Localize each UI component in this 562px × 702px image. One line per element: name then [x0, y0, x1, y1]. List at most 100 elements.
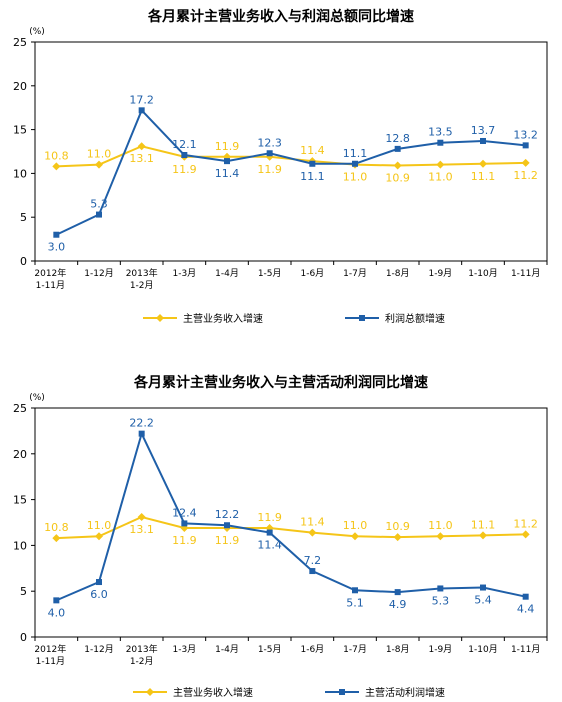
chart-1-x-tick-label: 1-11月	[511, 268, 540, 279]
chart-1-series-2-point	[437, 139, 444, 146]
chart-1-series-1-data-label: 11.0	[343, 171, 368, 184]
chart-2-series-1-point	[95, 532, 103, 541]
chart-1-x-tick-label: 1-12月	[84, 268, 113, 279]
chart-1-series-2-data-label: 13.2	[513, 128, 538, 141]
chart-2-series-2-data-label: 6.0	[90, 588, 108, 601]
chart-1-x-tick-label: 1-7月	[343, 268, 367, 279]
chart-1-y-tick-label: 25	[13, 36, 27, 49]
chart-2-y-tick-label: 10	[13, 539, 27, 552]
chart-1-x-tick-label: 1-5月	[258, 268, 282, 279]
chart-1: 各月累计主营业务收入与利润总额同比增速 0 5 10 15 20 25 (%) 2012年 1-…	[0, 0, 562, 345]
chart-1-series-2-data-label: 11.4	[215, 167, 240, 180]
chart-1-series-2-point	[266, 150, 273, 157]
chart-2-series-2-data-label: 5.4	[474, 594, 492, 607]
chart-2-series-2-point	[480, 584, 486, 591]
chart-1-series-2-data-label: 5.3	[90, 198, 108, 211]
chart-2-series-2-point	[522, 593, 529, 600]
chart-1-series-2-data-label: 13.5	[428, 126, 453, 139]
chart-2-series-1-point	[393, 533, 402, 542]
chart-2-series-1-point	[521, 530, 530, 539]
chart-1-y-tick-label: 20	[13, 80, 27, 93]
chart-1-series-1-point	[393, 161, 402, 170]
chart-1-plot-area	[34, 41, 548, 262]
chart-1-series-1-data-label: 11.9	[172, 163, 197, 176]
chart-1-x-tick-label: 2012年	[34, 267, 66, 279]
chart-2-series-1-data-label: 11.9	[257, 511, 282, 524]
chart-1-x-tick-label: 1-4月	[215, 268, 239, 279]
chart-1-series-1-point	[479, 159, 487, 168]
chart-2-legend-label-2: 主营活动利润增速	[365, 686, 445, 699]
chart-2-series-2-line	[55, 430, 526, 602]
chart-2-series-2-point	[309, 568, 316, 575]
chart-2-series-2-data-label: 4.9	[389, 598, 407, 611]
chart-2-series-1-point	[180, 523, 189, 532]
chart-2-series-2-point	[224, 522, 230, 529]
chart-2: 各月累计主营业务收入与主营活动利润同比增速 0 5 10 15 20 25 (%) 2012年…	[0, 345, 562, 702]
chart-1-series-1-data-label: 13.1	[129, 152, 154, 165]
chart-2-y-tick-label: 0	[20, 631, 27, 644]
chart-1-y-tick-label: 0	[20, 255, 27, 268]
chart-1-series-2-data-label: 3.0	[48, 241, 66, 254]
chart-1-series-2-point	[224, 158, 230, 165]
chart-1-series-2-data-label: 11.1	[300, 170, 325, 183]
chart-1-series-1-point	[95, 160, 103, 169]
chart-2-x-tick-label: 1-10月	[468, 644, 497, 655]
chart-1-series-1-point	[137, 142, 146, 151]
chart-1-series-2-data-label: 17.2	[129, 93, 154, 106]
chart-2-y-tick-label: 15	[13, 494, 27, 507]
chart-1-series-1-data-label: 11.9	[257, 163, 282, 176]
chart-2-series-2-point	[437, 585, 444, 592]
chart-1-series-1-data-label: 10.8	[44, 149, 69, 162]
chart-2-series-2-data-label: 11.4	[257, 539, 282, 552]
chart-2-series-1-point	[52, 534, 61, 543]
chart-1-y-tick-label: 15	[13, 124, 27, 137]
chart-2-series-1-data-label: 11.9	[215, 534, 240, 547]
chart-2-x-tick-label: 1-3月	[172, 644, 196, 655]
chart-2-series-1-point	[308, 528, 317, 537]
chart-2-y-tick-label: 20	[13, 448, 27, 461]
chart-1-series-2-data-label: 13.7	[471, 124, 496, 137]
chart-1-x-tick-label: 1-9月	[428, 268, 452, 279]
chart-2-series-1-data-label: 11.1	[471, 518, 496, 531]
chart-1-series-1-data-label: 11.4	[300, 144, 325, 157]
chart-2-x-tick-label: 1-8月	[386, 644, 410, 655]
chart-2-x-tick-label: 2013年	[126, 643, 158, 655]
chart-1-title: 各月累计主营业务收入与利润总额同比增速	[148, 9, 414, 25]
chart-2-series-2-data-label: 5.1	[346, 596, 364, 609]
chart-2-series-2-data-label: 22.2	[129, 417, 154, 430]
chart-1-series-2-point	[181, 152, 188, 159]
chart-2-series-2-point	[394, 589, 401, 596]
chart-2-series-2-data-label: 7.2	[304, 554, 322, 567]
chart-2-series-1-data-label: 11.0	[87, 519, 112, 532]
chart-2-legend-label-1: 主营业务收入增速	[173, 686, 253, 699]
chart-2-legend-marker-2	[339, 689, 345, 695]
chart-1-series-2-point	[394, 145, 401, 152]
chart-2-series-2-data-label: 5.3	[432, 594, 450, 607]
chart-1-y-unit-label: (%)	[29, 27, 45, 37]
chart-2-series-1-data-label: 10.8	[44, 521, 69, 534]
chart-1-x-tick-label: 2013年	[126, 267, 158, 279]
chart-2-series-1-point	[351, 532, 359, 541]
chart-2-series-1-point	[436, 532, 445, 541]
chart-1-series-1-data-label: 11.2	[513, 169, 538, 182]
chart-2-series-2-point	[181, 520, 188, 527]
chart-1-series-2-data-label: 11.1	[343, 147, 368, 160]
chart-2-series-1-data-label: 11.4	[300, 516, 325, 529]
chart-2-x-tick-label: 1-11月	[36, 656, 65, 667]
chart-2-series-2-data-label: 12.4	[172, 506, 197, 519]
chart-1-series-2-data-label: 12.3	[257, 136, 282, 149]
chart-1-series-2-point	[480, 137, 486, 144]
chart-2-series-1-data-label: 11.9	[172, 534, 197, 547]
chart-2-x-tick-label: 1-6月	[300, 644, 324, 655]
chart-2-x-tick-label: 1-12月	[84, 644, 113, 655]
chart-1-x-tick-label: 1-6月	[300, 268, 324, 279]
chart-1-series-2-data-label: 12.1	[172, 138, 197, 151]
chart-2-x-tick-label: 1-5月	[258, 644, 282, 655]
chart-1-series-1-data-label: 11.0	[87, 148, 112, 161]
chart-1-legend-marker-2	[359, 315, 365, 321]
chart-2-series-1-data-label: 11.2	[513, 517, 538, 530]
chart-2-series-1-data-label: 13.1	[129, 523, 154, 536]
chart-2-series-2-point	[96, 579, 102, 586]
